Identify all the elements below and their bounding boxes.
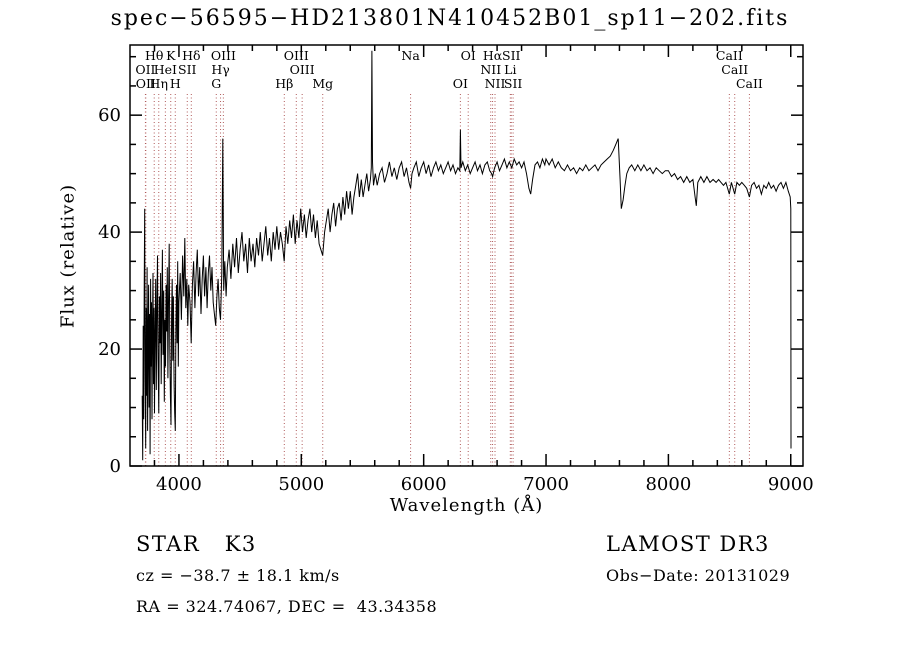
y-tick-label: 40 (98, 222, 121, 243)
marker-label-3970: H (170, 76, 181, 91)
marker-label-6716: SII (502, 48, 521, 63)
marker-label-5007: OIII (290, 62, 315, 77)
marker-label-3933: K (166, 48, 176, 63)
marker-label-6548: NII (480, 62, 501, 77)
marker-label-3798: Hθ (145, 48, 163, 63)
marker-label-4861: Hβ (275, 76, 293, 91)
marker-label-4340: Hγ (211, 62, 229, 77)
survey-label: LAMOST DR3 (606, 532, 770, 556)
marker-label-4363: OIII (211, 48, 236, 63)
x-tick-label: 7000 (523, 474, 569, 495)
x-tick-label: 8000 (645, 474, 691, 495)
obs-date: Obs−Date: 20131029 (606, 566, 791, 585)
marker-label-4068: SII (178, 62, 197, 77)
x-tick-label: 4000 (156, 474, 202, 495)
coordinates: RA = 324.74067, DEC = 43.34358 (136, 597, 438, 616)
marker-label-8542: CaII (721, 62, 748, 77)
marker-label-3726: OII (135, 62, 155, 77)
marker-label-3729: OII (136, 76, 156, 91)
cz-value: cz = −38.7 ± 18.1 km/s (136, 566, 340, 585)
marker-label-4305: G (211, 76, 221, 91)
x-tick-label: 5000 (278, 474, 324, 495)
marker-label-4959: OIII (284, 48, 309, 63)
x-axis-label: Wavelength (Å) (389, 495, 544, 516)
object-class-label: STAR K3 (136, 532, 257, 556)
axes-box (129, 44, 804, 467)
y-tick-label: 0 (110, 456, 121, 477)
y-axis-label: Flux (relative) (57, 183, 79, 329)
marker-label-6731: SII (504, 76, 523, 91)
x-tick-label: 9000 (768, 474, 814, 495)
marker-label-5175: Mg (312, 76, 333, 91)
marker-label-3835: Hη (150, 76, 168, 91)
marker-label-3889: HeI (154, 62, 177, 77)
marker-label-6563: Hα (483, 48, 503, 63)
x-tick-label: 6000 (401, 474, 447, 495)
marker-label-4101: Hδ (182, 48, 200, 63)
marker-label-6300: OI (453, 76, 468, 91)
y-tick-label: 20 (98, 339, 121, 360)
marker-label-8662: CaII (736, 76, 763, 91)
spectrum-trace (141, 50, 792, 461)
marker-label-6364: OI (461, 48, 476, 63)
plot-title: spec−56595−HD213801N410452B01_sp11−202.f… (110, 6, 790, 31)
marker-label-6708: Li (504, 62, 516, 77)
marker-label-5893: Na (401, 48, 420, 63)
y-tick-label: 60 (98, 105, 121, 126)
marker-label-6583: NII (485, 76, 506, 91)
marker-label-8498: CaII (716, 48, 743, 63)
